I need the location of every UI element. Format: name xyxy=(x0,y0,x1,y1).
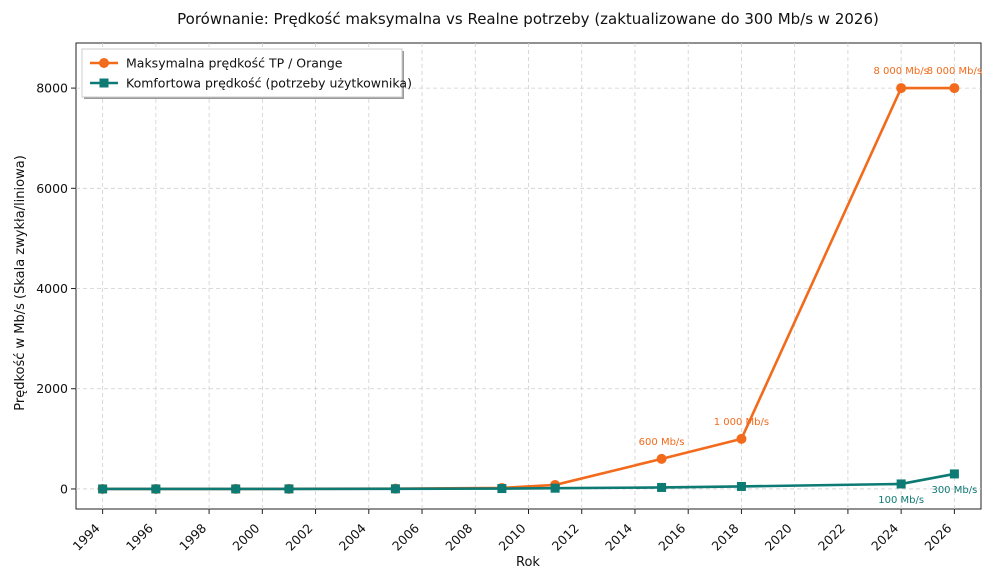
x-tick-label: 2004 xyxy=(336,520,369,553)
y-axis-label: Prędkość w Mb/s (Skala zwykła/liniowa) xyxy=(13,155,28,411)
data-point xyxy=(736,481,746,491)
legend-marker xyxy=(99,78,109,88)
data-point xyxy=(98,484,108,494)
y-tick-label: 4000 xyxy=(36,281,68,296)
x-tick-label: 1998 xyxy=(176,520,209,553)
data-point xyxy=(896,83,907,94)
legend-label: Komfortowa prędkość (potrzeby użytkownik… xyxy=(126,76,412,91)
x-tick-label: 2014 xyxy=(602,520,635,553)
x-tick-label: 2018 xyxy=(708,520,741,553)
x-tick-label: 2026 xyxy=(921,520,954,553)
x-tick-label: 2012 xyxy=(549,521,582,554)
x-axis-label: Rok xyxy=(516,555,540,570)
data-point xyxy=(151,484,161,494)
x-tick-label: 2002 xyxy=(283,521,316,554)
data-point xyxy=(656,453,667,464)
data-point xyxy=(550,483,560,493)
x-tick-label: 2016 xyxy=(655,520,688,553)
series-layer xyxy=(97,83,960,494)
x-tick-label: 2008 xyxy=(442,520,475,553)
legend-label: Maksymalna prędkość TP / Orange xyxy=(126,56,343,71)
y-tick-label: 2000 xyxy=(36,381,68,396)
y-tick-label: 6000 xyxy=(36,181,68,196)
x-tick-label: 2022 xyxy=(815,521,848,554)
x-tick-label: 2010 xyxy=(496,520,529,553)
data-point xyxy=(896,479,906,489)
data-label: 300 Mb/s xyxy=(931,485,977,496)
chart-title: Porównanie: Prędkość maksymalna vs Realn… xyxy=(177,10,879,28)
x-tick-label: 1996 xyxy=(123,520,156,553)
y-axis: 0 2000 4000 6000 8000 xyxy=(36,81,76,496)
data-label: 8 000 Mb/s xyxy=(873,66,928,77)
data-label: 1 000 Mb/s xyxy=(714,417,769,428)
y-tick-label: 0 xyxy=(60,481,68,496)
x-tick-label: 2006 xyxy=(389,520,422,553)
x-tick-label: 2020 xyxy=(762,520,795,553)
data-point xyxy=(497,484,507,494)
data-point xyxy=(949,469,959,479)
series-2 xyxy=(98,469,959,494)
x-tick-label: 1994 xyxy=(70,520,103,553)
data-point xyxy=(390,484,400,494)
grid xyxy=(76,43,981,509)
x-tick-label: 2024 xyxy=(868,520,901,553)
legend-box xyxy=(81,48,403,98)
data-point xyxy=(657,482,667,492)
data-label: 100 Mb/s xyxy=(878,495,924,506)
data-label: 600 Mb/s xyxy=(639,437,685,448)
legend-marker xyxy=(99,58,109,68)
data-point xyxy=(231,484,241,494)
x-axis: 1994 1996 1998 2000 2002 2004 2006 2008 2010 2012… xyxy=(70,509,955,554)
x-tick-label: 2000 xyxy=(229,520,262,553)
data-point xyxy=(284,484,294,494)
y-tick-label: 8000 xyxy=(36,81,68,96)
data-point xyxy=(736,433,747,444)
data-point xyxy=(949,83,960,94)
annotations: 600 Mb/s 1 000 Mb/s 8 000 Mb/s8 000 Mb/s 10… xyxy=(639,66,982,506)
data-label: 8 000 Mb/s xyxy=(927,66,982,77)
legend: Maksymalna prędkość TP / Orange Komfortow… xyxy=(81,48,412,99)
